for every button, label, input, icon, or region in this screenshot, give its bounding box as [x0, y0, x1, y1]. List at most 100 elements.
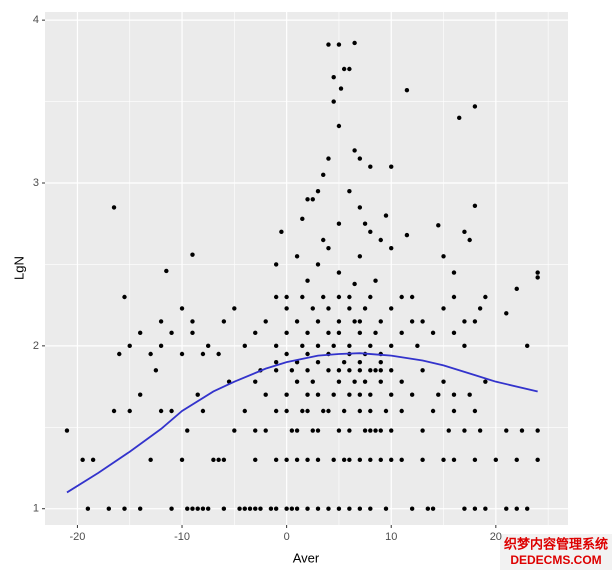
point [305, 351, 310, 357]
point [305, 392, 310, 397]
point [221, 457, 227, 463]
point [273, 457, 279, 463]
point [158, 343, 164, 349]
point [430, 408, 436, 414]
point [368, 368, 373, 373]
point [253, 457, 258, 463]
point [368, 457, 373, 463]
point [389, 343, 394, 349]
point [137, 330, 143, 336]
point [253, 428, 258, 433]
point [368, 392, 373, 397]
x-tick-label: 10 [385, 531, 397, 543]
point [378, 428, 383, 433]
point [436, 392, 441, 397]
point [331, 74, 336, 80]
point [336, 319, 342, 324]
point [368, 229, 373, 235]
point [90, 457, 96, 463]
x-tick-label: -10 [174, 531, 190, 543]
point [483, 379, 488, 384]
point [321, 237, 326, 243]
x-axis-label: Aver [293, 550, 320, 565]
point [357, 156, 363, 161]
point [294, 319, 300, 324]
point [315, 262, 321, 267]
point [137, 506, 143, 511]
point [462, 229, 467, 235]
y-tick-label: 2 [33, 340, 39, 352]
point [451, 392, 457, 397]
point [284, 330, 289, 336]
point [451, 270, 457, 275]
point [315, 392, 321, 397]
point [352, 379, 357, 384]
point [273, 408, 279, 414]
point [305, 368, 310, 373]
point [179, 306, 185, 311]
point [148, 457, 153, 463]
point [341, 359, 347, 365]
point [284, 506, 289, 511]
point [300, 216, 305, 222]
point [373, 330, 378, 336]
point [127, 343, 132, 349]
point [85, 506, 91, 511]
point [326, 506, 331, 511]
point [378, 379, 383, 384]
point [169, 506, 174, 511]
point [284, 457, 289, 463]
point [357, 392, 363, 397]
point [483, 294, 488, 300]
point [200, 506, 206, 511]
point [195, 392, 200, 397]
point [315, 359, 321, 365]
point [326, 245, 331, 251]
point [389, 245, 394, 251]
point [409, 319, 415, 324]
panel [45, 12, 568, 525]
point [221, 319, 227, 324]
point [111, 205, 117, 210]
point [368, 164, 373, 169]
point [169, 408, 174, 414]
point [472, 408, 478, 414]
point [504, 506, 509, 511]
point [190, 319, 195, 324]
point [457, 115, 462, 121]
point [341, 408, 347, 414]
point [378, 359, 383, 365]
point [441, 379, 446, 384]
point [336, 330, 342, 336]
point [164, 268, 169, 274]
point [305, 506, 310, 511]
point [205, 506, 211, 511]
point [389, 368, 394, 373]
point [404, 232, 410, 238]
point [357, 330, 363, 336]
point [383, 506, 389, 511]
point [253, 506, 258, 511]
point [190, 252, 195, 257]
point [347, 457, 352, 463]
point [378, 237, 383, 243]
point [284, 408, 289, 414]
point [472, 203, 478, 208]
point [336, 428, 342, 433]
point [399, 457, 404, 463]
point [321, 294, 326, 300]
point [535, 428, 540, 433]
point [263, 428, 268, 433]
point [117, 351, 122, 357]
point [472, 319, 478, 324]
point [347, 506, 352, 511]
point [294, 254, 300, 259]
point [253, 379, 258, 384]
point [409, 506, 415, 511]
point [341, 457, 347, 463]
point [362, 379, 368, 384]
point [514, 286, 519, 292]
point [441, 457, 446, 463]
point [389, 306, 394, 311]
